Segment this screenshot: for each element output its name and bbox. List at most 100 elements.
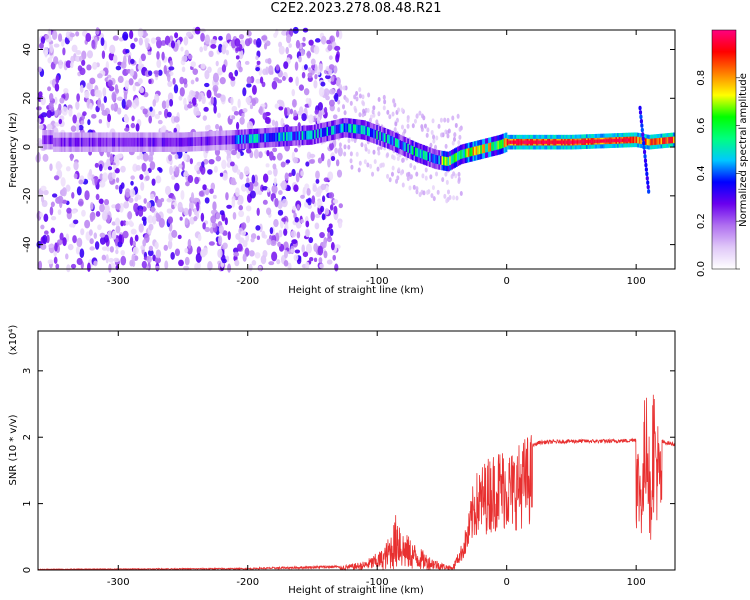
spectrogram-noise-cell <box>81 50 87 60</box>
spectrogram-noise-cell <box>243 166 250 176</box>
spectrogram-noise-cell <box>165 99 170 109</box>
spectrogram-noise-cell <box>101 210 108 221</box>
spectrogram-ridge-cell <box>121 137 124 147</box>
spectrogram-ridge-cell <box>388 135 391 144</box>
spectrogram-noise-cell <box>358 87 362 93</box>
spectrogram-ridge-cell <box>556 140 559 144</box>
spectrogram-ridge-cell <box>458 151 461 160</box>
spectrogram-ridge-cell <box>571 140 575 144</box>
spectrogram-noise-cell <box>79 84 84 94</box>
spectrogram-noise-cell <box>246 121 254 131</box>
spectrogram-noise-cell <box>376 166 380 172</box>
spectrogram-ridge-cell <box>300 131 303 140</box>
spectrogram-noise-cell <box>73 219 79 225</box>
spectrogram-ridge-cell <box>374 129 377 139</box>
spectrogram-noise-cell <box>332 199 339 204</box>
spectrogram-noise-cell <box>303 64 308 70</box>
spectrogram-noise-cell <box>283 228 288 236</box>
spectrogram-noise-cell <box>120 255 127 266</box>
spectrogram-noise-cell <box>49 163 53 171</box>
spectrogram-noise-cell <box>40 243 47 250</box>
spectrogram-noise-cell <box>144 170 150 176</box>
colorbar-ticks: 0.0 0.2 0.4 0.6 0.8 <box>696 70 740 277</box>
spectrogram-noise-cell <box>185 31 193 38</box>
spectrogram-ridge-cell <box>391 136 394 146</box>
spectrogram-noise-cell <box>245 215 251 224</box>
spectrogram-ridge-cell <box>98 137 101 147</box>
spectrogram-noise-cell <box>208 241 215 246</box>
spectrogram-noise-cell <box>246 177 250 185</box>
spectrogram-ridge-cell <box>452 154 455 164</box>
spectrogram-noise-cell <box>336 169 343 178</box>
spectrogram-noise-cell <box>213 86 218 97</box>
spectrogram-ridge-cell <box>634 136 637 144</box>
spectrogram-noise-cell <box>40 112 48 118</box>
spectrogram-ridge-cell <box>531 140 534 144</box>
spectrogram-ridge-cell <box>545 140 548 144</box>
spectrogram-noise-cell <box>254 252 261 259</box>
spectrogram-ridge-cell <box>599 139 603 143</box>
spectrogram-noise-cell <box>290 248 295 253</box>
spectrogram-noise-cell <box>161 51 165 61</box>
spectrogram-noise-cell <box>306 151 312 160</box>
spectrogram-noise-cell <box>58 118 63 125</box>
spectrogram-ridge-cell <box>408 144 412 154</box>
spectrogram-noise-cell <box>135 123 140 132</box>
spectrogram-noise-cell <box>86 82 91 90</box>
spectrogram-ridge-cell <box>104 137 107 147</box>
spectrogram-ridge-cell <box>172 137 175 147</box>
snr-y-tick-label: 2 <box>22 434 33 440</box>
spectrogram-noise-cell <box>457 179 461 185</box>
spectrogram-ridge-cell <box>399 140 402 150</box>
spectrogram-noise-cell <box>210 215 217 224</box>
spectrogram-noise-cell <box>242 87 247 97</box>
spectrogram-ridge-cell <box>551 140 554 144</box>
spectrogram-noise-cell <box>100 103 105 112</box>
spectrogram-noise-cell <box>115 177 120 183</box>
spectrogram-ridge-cell <box>175 137 178 147</box>
spectrogram-ridge-cell <box>135 137 138 147</box>
spectrogram-noise-cell <box>373 159 377 165</box>
spectrogram-ridge-cell <box>340 123 343 133</box>
spectrogram-noise-cell <box>256 207 260 217</box>
spectrogram-noise-cell <box>156 59 162 68</box>
spectrogram-ridge-cell <box>178 137 182 147</box>
spectrogram-ridge-cell <box>124 137 127 147</box>
spectrogram-noise-cell <box>231 198 236 208</box>
spectrogram-ridge-cell <box>495 141 499 150</box>
spectrogram-noise-cell <box>93 232 98 239</box>
spectrogram-noise-cell <box>234 69 239 77</box>
spectrogram-noise-cell <box>101 246 108 251</box>
spectrogram-ridge-cell <box>85 137 88 147</box>
spectrogram-noise-cell <box>148 245 154 252</box>
spectrogram-ridge-cell <box>610 138 614 143</box>
spectrogram-noise-cell <box>152 99 157 107</box>
spectrogram-noise-cell <box>75 246 80 255</box>
spectrogram-ridge-cell <box>651 138 654 146</box>
spectrogram-noise-cell <box>221 44 227 55</box>
spectrogram-noise-cell <box>320 183 327 191</box>
spectrogram-noise-cell <box>250 237 255 243</box>
spectrogram-noise-cell <box>55 75 60 84</box>
spectrogram-noise-cell <box>249 250 255 257</box>
spectrogram-ridge-cell <box>564 140 567 144</box>
spectrogram-ridge-cell <box>553 140 556 144</box>
spectrogram-ridge-cell <box>292 131 295 141</box>
spectrogram-noise-cell <box>375 119 379 125</box>
spectrogram-ridge-cell <box>413 146 416 156</box>
spectrogram-noise-cell <box>455 195 459 201</box>
spectrogram-noise-cell <box>244 60 250 65</box>
spectrogram-noise-cell <box>132 240 136 247</box>
spectrogram-ridge-cell <box>665 137 668 144</box>
spectrogram-ridge-cell <box>617 138 620 143</box>
spectrogram-noise-cell <box>238 33 245 40</box>
spectrogram-noise-cell <box>53 256 58 264</box>
spectrogram-ridge-cell <box>360 125 363 135</box>
spectrogram-ridge-cell <box>351 124 354 133</box>
spectrogram-noise-cell <box>171 204 175 210</box>
spectrogram-ridge-cell <box>466 148 469 158</box>
spectrogram-ridge-cell <box>559 140 562 144</box>
spectrogram-noise-cell <box>129 30 134 40</box>
spectrogram-noise-cell <box>201 95 206 105</box>
spectrogram-noise-cell <box>222 242 228 250</box>
